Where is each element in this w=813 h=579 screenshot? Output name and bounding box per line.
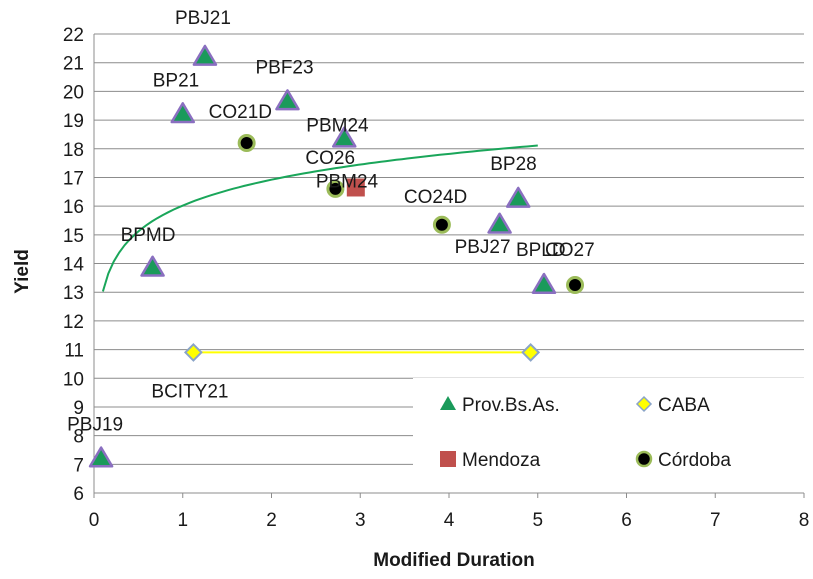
y-tick-6: 6: [73, 484, 84, 505]
x-tick-8: 8: [799, 510, 810, 531]
label-prov-bs-as-pbj21: PBJ21: [175, 8, 231, 29]
y-tick-15: 15: [63, 226, 84, 247]
y-tick-9: 9: [73, 398, 84, 419]
point-prov-bs-as-pbf23: [275, 89, 300, 111]
point-c-rdoba-co24d: [432, 215, 451, 234]
legend-label-prov-bs-as-: Prov.Bs.As.: [462, 395, 560, 416]
y-tick-22: 22: [63, 25, 84, 46]
y-tick-20: 20: [63, 82, 84, 103]
point-caba-1: [521, 343, 541, 362]
point-prov-bs-as-bpld: [531, 272, 557, 294]
label-c-rdoba-co27: CO27: [545, 240, 595, 261]
x-tick-5: 5: [532, 510, 543, 531]
y-tick-17: 17: [63, 168, 84, 189]
x-tick-0: 0: [89, 510, 100, 531]
label-mendoza-pbm24: PBM24: [316, 171, 379, 192]
y-tick-18: 18: [63, 140, 84, 161]
legend: Prov.Bs.As. CABA Mendoza Córdoba: [413, 378, 808, 492]
y-tick-12: 12: [63, 312, 84, 333]
label-prov-bs-as-bpld: BPLD: [516, 240, 566, 261]
trendline-log: [101, 144, 538, 292]
legend-marker-mendoza: [440, 451, 456, 467]
y-tick-7: 7: [73, 455, 84, 476]
x-tick-7: 7: [710, 510, 721, 531]
y-tick-labels: 6 7 8 9 10 11 12 13 14 15 16 17 18 19 20 21 22: [63, 25, 85, 505]
x-tick-1: 1: [177, 510, 188, 531]
y-tick-19: 19: [63, 111, 84, 132]
y-tick-8: 8: [73, 427, 84, 448]
y-tick-16: 16: [63, 197, 84, 218]
x-tick-3: 3: [355, 510, 366, 531]
label-c-rdoba-co24d: CO24D: [404, 187, 467, 208]
y-tick-21: 21: [63, 54, 84, 75]
gridlines: [93, 33, 805, 498]
legend-label-caba: CABA: [658, 395, 710, 416]
legend-label-mendoza: Mendoza: [462, 450, 541, 471]
point-prov-bs-as-bp21: [170, 102, 195, 124]
point-prov-bs-as-bp28: [505, 186, 531, 208]
point-prov-bs-as-pbj27: [487, 212, 512, 234]
point-c-rdoba-co21d: [237, 134, 256, 153]
label-prov-bs-as-bp28: BP28: [490, 154, 536, 175]
label-prov-bs-as-pbf23: PBF23: [255, 57, 313, 78]
point-prov-bs-as-bpmd: [140, 255, 165, 277]
x-tick-2: 2: [266, 510, 277, 531]
y-tick-10: 10: [63, 369, 84, 390]
legend-marker-caba: [635, 395, 653, 413]
point-caba-bcity21: [183, 343, 203, 362]
y-axis-title: Yield: [12, 249, 33, 294]
point-mendoza-pbm24: [346, 178, 365, 197]
trendline: [101, 144, 538, 292]
y-tick-14: 14: [63, 255, 85, 276]
point-prov-bs-as-pbj21: [192, 44, 218, 66]
label-prov-bs-as-bp21: BP21: [153, 70, 199, 91]
data-labels: PBJ21 BP21 PBF23 PBM24 BPMD BP28 PBJ27 BPLD PBJ1…: [67, 8, 595, 436]
x-tick-4: 4: [444, 510, 455, 531]
legend-label-c-rdoba: Córdoba: [658, 450, 731, 471]
label-c-rdoba-co21d: CO21D: [209, 102, 272, 123]
label-prov-bs-as-pbj19: PBJ19: [67, 415, 123, 436]
x-axis-title: Modified Duration: [373, 550, 534, 571]
label-c-rdoba-co26: CO26: [305, 148, 355, 169]
legend-box: [413, 378, 808, 492]
x-tick-labels: 0 1 2 3 4 5 6 7 8: [89, 510, 810, 531]
legend-marker-c-rdoba: [635, 450, 653, 468]
label-prov-bs-as-pbj27: PBJ27: [455, 237, 511, 258]
legend-marker-prov-bs-as-: [440, 396, 456, 410]
y-tick-13: 13: [63, 283, 84, 304]
x-tick-6: 6: [621, 510, 632, 531]
label-prov-bs-as-pbm24: PBM24: [306, 116, 369, 137]
y-tick-11: 11: [64, 341, 84, 362]
point-prov-bs-as-pbm24: [332, 126, 357, 148]
label-caba-bcity21: BCITY21: [151, 381, 228, 402]
data-markers: [88, 44, 585, 468]
label-prov-bs-as-bpmd: BPMD: [121, 225, 176, 246]
point-c-rdoba-co27: [566, 276, 585, 295]
point-prov-bs-as-pbj19: [88, 446, 114, 468]
point-c-rdoba-co26: [326, 179, 345, 198]
